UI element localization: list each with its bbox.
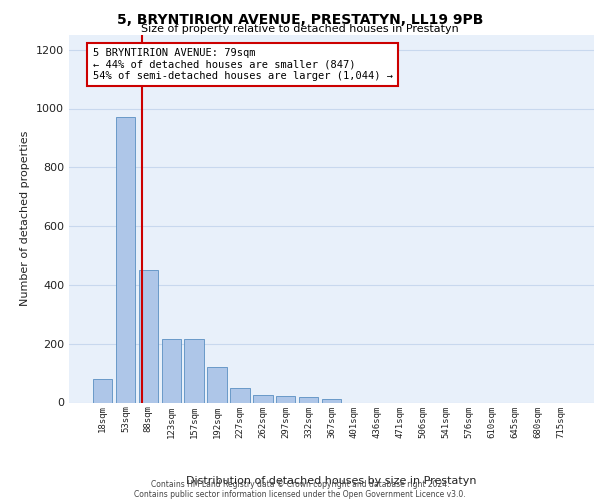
Bar [276,396,295,402]
Text: Size of property relative to detached houses in Prestatyn: Size of property relative to detached ho… [141,24,459,34]
Text: 5, BRYNTIRION AVENUE, PRESTATYN, LL19 9PB: 5, BRYNTIRION AVENUE, PRESTATYN, LL19 9P… [117,12,483,26]
Text: 5 BRYNTIRION AVENUE: 79sqm
← 44% of detached houses are smaller (847)
54% of sem: 5 BRYNTIRION AVENUE: 79sqm ← 44% of deta… [92,48,392,81]
Bar [253,395,272,402]
Bar [139,270,158,402]
Y-axis label: Number of detached properties: Number of detached properties [20,131,31,306]
Bar [299,397,319,402]
Bar [116,118,135,403]
Text: Contains HM Land Registry data © Crown copyright and database right 2024.
Contai: Contains HM Land Registry data © Crown c… [134,480,466,499]
Bar [322,399,341,402]
Bar [208,367,227,402]
Bar [184,340,204,402]
Bar [161,340,181,402]
Bar [230,388,250,402]
X-axis label: Distribution of detached houses by size in Prestatyn: Distribution of detached houses by size … [186,476,477,486]
Bar [93,379,112,402]
